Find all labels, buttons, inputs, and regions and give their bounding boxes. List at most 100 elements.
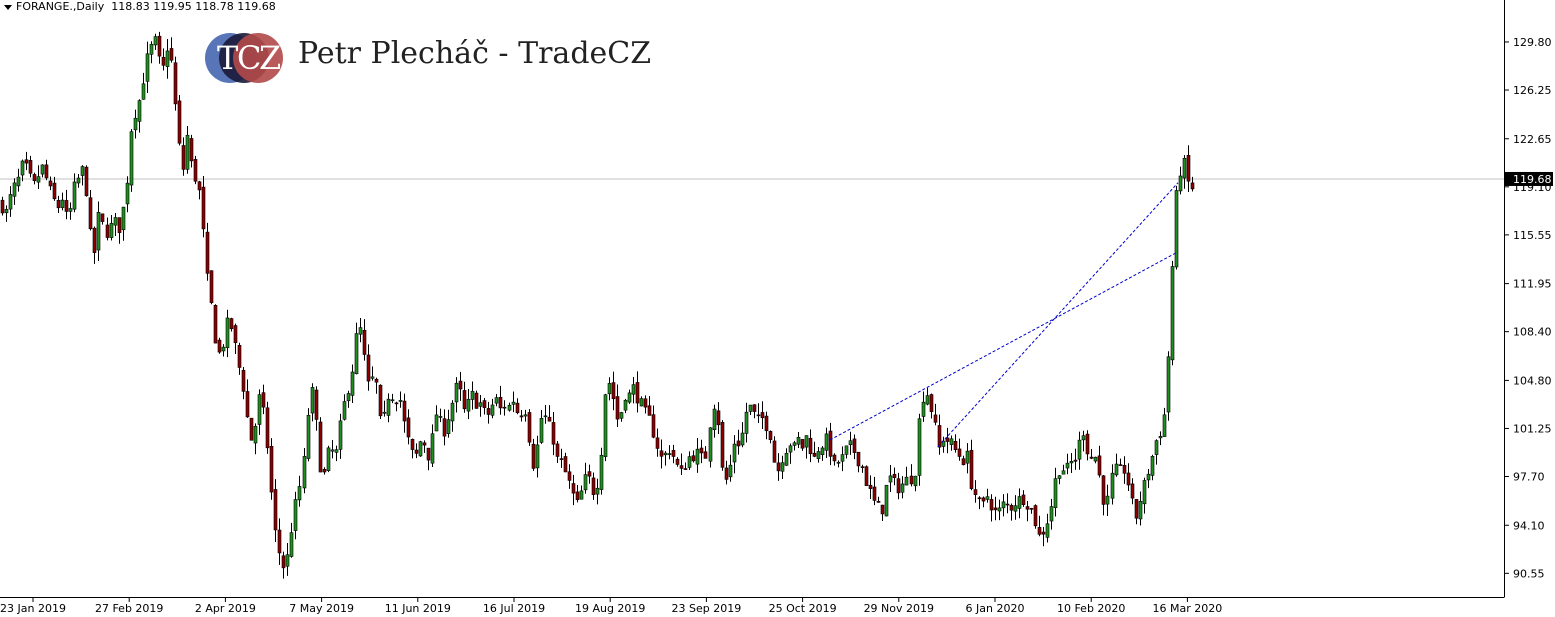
- candle: [253, 423, 258, 455]
- y-tick-label: 104.80: [1513, 374, 1552, 387]
- candle: [326, 445, 331, 473]
- candle: [450, 400, 455, 432]
- trendline[interactable]: [937, 182, 1179, 448]
- candle: [1105, 484, 1110, 517]
- candle: [780, 455, 785, 479]
- candle: [1170, 260, 1175, 366]
- candle: [691, 450, 696, 463]
- candle: [904, 466, 909, 486]
- candle: [1114, 453, 1119, 477]
- candle: [884, 484, 889, 517]
- current-price-label: 119.68: [1513, 173, 1552, 186]
- candle: [1134, 498, 1139, 525]
- y-tick-label: 94.10: [1513, 519, 1545, 532]
- candle: [338, 413, 343, 459]
- candle: [937, 414, 942, 455]
- candle: [486, 401, 491, 424]
- candle: [720, 420, 725, 471]
- candle: [989, 494, 994, 522]
- candle: [64, 189, 69, 220]
- candle: [563, 452, 568, 473]
- candle: [800, 439, 805, 451]
- candle: [92, 226, 97, 264]
- candle: [454, 377, 459, 413]
- candle: [977, 496, 982, 510]
- candle: [736, 429, 741, 455]
- candle: [490, 398, 495, 419]
- candle: [4, 205, 9, 222]
- candle: [651, 405, 656, 439]
- candle: [261, 384, 266, 415]
- candle: [1053, 467, 1058, 517]
- candle: [189, 134, 194, 168]
- dropdown-triangle-icon[interactable]: [4, 4, 12, 10]
- candle: [900, 476, 905, 499]
- candle: [724, 460, 729, 485]
- candle: [627, 389, 632, 404]
- candle: [567, 464, 572, 489]
- candle: [237, 342, 242, 375]
- y-tick-label: 115.55: [1513, 229, 1552, 242]
- candle: [1097, 445, 1102, 478]
- candle: [121, 206, 126, 241]
- candle: [109, 214, 114, 241]
- candle: [482, 398, 487, 415]
- candle: [165, 38, 170, 79]
- candle: [233, 323, 238, 355]
- candle: [52, 176, 57, 201]
- candle: [346, 390, 351, 408]
- candle: [269, 438, 274, 500]
- candle: [137, 99, 142, 133]
- candle: [531, 438, 536, 471]
- candle: [149, 41, 154, 64]
- candle: [1073, 448, 1078, 470]
- candle: [209, 270, 214, 305]
- candle: [173, 56, 178, 111]
- candle: [1009, 503, 1014, 521]
- candle: [241, 367, 246, 400]
- candle: [334, 445, 339, 462]
- y-tick-label: 126.25: [1513, 84, 1552, 97]
- candle: [48, 176, 53, 191]
- candle: [896, 472, 901, 500]
- candle: [1077, 431, 1082, 470]
- candle: [285, 543, 290, 576]
- candle: [185, 126, 190, 174]
- candle: [752, 404, 757, 419]
- candle: [587, 464, 592, 484]
- candle: [1017, 488, 1022, 519]
- brand-text: Petr Plecháč - TradeCZ: [298, 36, 652, 71]
- candle: [370, 366, 375, 381]
- candle: [458, 371, 463, 401]
- candle: [386, 393, 391, 423]
- candle: [808, 429, 813, 463]
- trendline[interactable]: [829, 251, 1179, 441]
- candle: [193, 155, 198, 185]
- candle: [840, 446, 845, 472]
- candle: [740, 422, 745, 448]
- candle: [1186, 145, 1191, 192]
- candle: [796, 432, 801, 449]
- candle: [133, 109, 138, 139]
- logo-letter-t: T: [217, 39, 239, 77]
- candle: [635, 371, 640, 413]
- candle: [257, 389, 262, 435]
- candle: [856, 451, 861, 473]
- logo-letter-z: Z: [259, 39, 282, 77]
- candle: [430, 424, 435, 468]
- candle: [832, 453, 837, 466]
- candle: [929, 393, 934, 419]
- candle: [141, 72, 146, 100]
- candle: [1122, 456, 1127, 484]
- candle: [1089, 448, 1094, 460]
- candle: [16, 168, 21, 192]
- candle: [812, 441, 817, 458]
- candle: [945, 427, 950, 454]
- candle: [1085, 430, 1090, 461]
- candle: [892, 467, 897, 486]
- candle: [366, 344, 371, 391]
- candle: [583, 462, 588, 494]
- candle: [88, 189, 93, 231]
